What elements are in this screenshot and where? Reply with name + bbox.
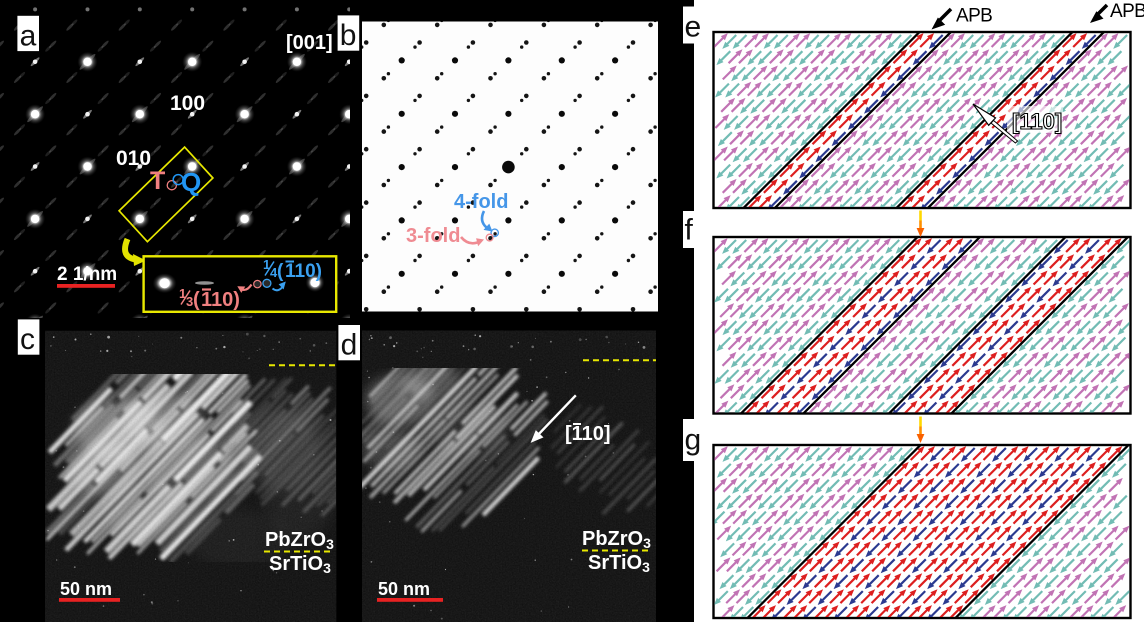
svg-text:PbZrO3: PbZrO3 xyxy=(582,528,651,551)
svg-text:50 nm: 50 nm xyxy=(378,579,430,599)
svg-text:a: a xyxy=(20,19,37,52)
svg-text:f: f xyxy=(685,213,694,246)
svg-text:Q: Q xyxy=(181,167,201,197)
svg-text:4-fold: 4-fold xyxy=(454,191,508,213)
svg-text:4: 4 xyxy=(270,265,278,280)
svg-text:T: T xyxy=(150,167,165,195)
svg-text:b: b xyxy=(340,19,357,52)
svg-text:50 nm: 50 nm xyxy=(60,579,112,599)
svg-text:g: g xyxy=(685,424,702,457)
svg-text:[110]: [110] xyxy=(1012,109,1062,134)
svg-text:010: 010 xyxy=(116,147,151,170)
svg-text:110): 110) xyxy=(285,261,322,282)
svg-text:APB: APB xyxy=(1110,1,1144,22)
svg-text:[001]: [001] xyxy=(286,32,333,54)
svg-text:[110]: [110] xyxy=(565,423,611,445)
svg-text:1: 1 xyxy=(263,257,270,272)
svg-text:(: ( xyxy=(277,261,284,282)
svg-text:(: ( xyxy=(193,289,200,311)
svg-text:d: d xyxy=(341,329,358,362)
svg-text:100: 100 xyxy=(170,92,205,115)
svg-text:3: 3 xyxy=(186,294,193,309)
svg-text:1: 1 xyxy=(179,286,186,301)
svg-text:2 1/nm: 2 1/nm xyxy=(57,264,117,285)
svg-text:PbZrO3: PbZrO3 xyxy=(265,529,334,552)
svg-text:SrTiO3: SrTiO3 xyxy=(588,552,650,575)
svg-text:SrTiO3: SrTiO3 xyxy=(269,553,331,576)
svg-text:110): 110) xyxy=(201,289,240,311)
svg-text:c: c xyxy=(20,323,35,356)
svg-text:3-fold: 3-fold xyxy=(406,225,460,247)
svg-text:APB: APB xyxy=(956,6,992,27)
svg-text:e: e xyxy=(685,11,702,44)
